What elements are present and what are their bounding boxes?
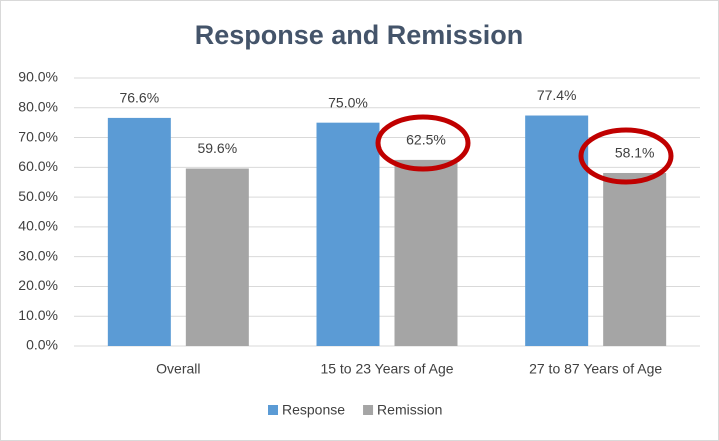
- bar: [525, 115, 589, 347]
- bar: [394, 159, 458, 346]
- bar: [107, 117, 171, 346]
- y-tick-label: 0.0%: [26, 337, 58, 353]
- y-tick-label: 50.0%: [18, 188, 58, 204]
- y-tick-label: 20.0%: [18, 277, 58, 293]
- highlight-circle: [375, 114, 471, 172]
- y-tick-label: 10.0%: [18, 307, 58, 323]
- y-tick-label: 30.0%: [18, 247, 58, 263]
- y-tick-label: 40.0%: [18, 218, 58, 234]
- highlight-circle: [578, 127, 674, 185]
- bar: [185, 168, 249, 346]
- bar: [603, 172, 667, 346]
- legend-swatch: [363, 405, 374, 415]
- y-tick-label: 90.0%: [18, 69, 58, 85]
- data-label: 59.6%: [197, 140, 237, 156]
- x-tick-label: 27 to 87 Years of Age: [529, 361, 662, 377]
- y-tick-label: 80.0%: [18, 98, 58, 114]
- data-label: 58.1%: [615, 145, 655, 161]
- data-label: 77.4%: [537, 87, 577, 103]
- data-label: 76.6%: [119, 90, 159, 106]
- bar: [316, 122, 380, 347]
- legend-swatch: [268, 405, 278, 415]
- legend-label: Remission: [377, 402, 442, 418]
- data-label: 62.5%: [406, 132, 446, 148]
- y-tick-label: 70.0%: [18, 128, 58, 144]
- x-tick-label: 15 to 23 Years of Age: [320, 361, 453, 377]
- x-tick-label: Overall: [156, 361, 200, 377]
- legend-label: Response: [282, 402, 345, 418]
- data-label: 75.0%: [328, 94, 368, 110]
- y-tick-label: 60.0%: [18, 158, 58, 174]
- chart-title: Response and Remission: [195, 20, 524, 50]
